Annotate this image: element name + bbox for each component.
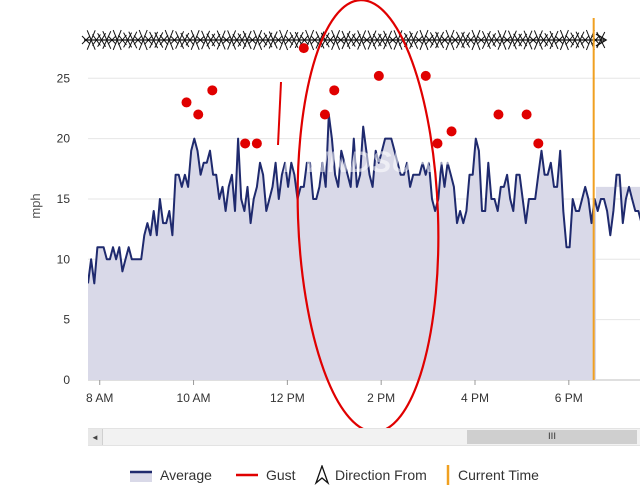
- gust-point[interactable]: [298, 43, 309, 54]
- average-area: [88, 114, 640, 380]
- direction-arrows-row: [81, 29, 608, 51]
- gust-point[interactable]: [207, 85, 218, 96]
- y-tick-label: 0: [63, 373, 70, 387]
- gust-point[interactable]: [319, 109, 330, 120]
- chart-scrollbar[interactable]: ◄ III: [88, 428, 640, 446]
- legend-label: Average: [160, 467, 212, 483]
- gust-point[interactable]: [420, 70, 431, 81]
- x-tick-label: 12 PM: [270, 391, 305, 405]
- legend-item-gust[interactable]: Gust: [236, 462, 296, 488]
- legend-item-direction[interactable]: Direction From: [314, 462, 427, 488]
- legend-gust-swatch-icon: [236, 473, 258, 477]
- gust-point[interactable]: [240, 138, 251, 149]
- chart-legend: Average Gust Direction From Current Time: [0, 462, 640, 488]
- average-area-layer: [88, 113, 640, 380]
- x-tick-label: 6 PM: [555, 391, 583, 405]
- hand-drawn-annotations: [277, 0, 440, 430]
- scroll-left-icon: ◄: [91, 432, 99, 442]
- y-axis-label: mph: [28, 193, 43, 218]
- gust-point[interactable]: [533, 138, 544, 149]
- direction-arrowhead-icon: [595, 33, 608, 47]
- gust-point[interactable]: [193, 109, 204, 120]
- watermark: iWINDSURF: [283, 146, 454, 179]
- gust-point[interactable]: [432, 138, 443, 149]
- gust-point[interactable]: [521, 109, 532, 120]
- y-tick-label: 15: [57, 192, 71, 206]
- gust-point[interactable]: [251, 138, 262, 149]
- x-tick-label: 4 PM: [461, 391, 489, 405]
- y-tick-label: 20: [57, 132, 71, 146]
- wind-chart: iWINDSURF 0 5 10 15 20 25 8 AM 10 AM 12 PM 2 PM 4…: [28, 0, 640, 430]
- legend-label: Direction From: [335, 467, 427, 483]
- legend-average-swatch-icon: [130, 470, 152, 482]
- legend-current-time-swatch-icon: [446, 465, 450, 485]
- gust-point[interactable]: [329, 85, 340, 96]
- y-tick-label: 25: [57, 71, 71, 85]
- gust-points: [181, 43, 544, 149]
- legend-label: Current Time: [458, 467, 539, 483]
- y-axis: 0 5 10 15 20 25: [57, 71, 71, 387]
- x-axis: 8 AM 10 AM 12 PM 2 PM 4 PM 6 PM: [86, 380, 583, 405]
- gust-point[interactable]: [181, 97, 192, 108]
- gust-point[interactable]: [493, 109, 504, 120]
- y-tick-label: 5: [63, 313, 70, 327]
- gust-point[interactable]: [446, 126, 457, 137]
- legend-label: Gust: [266, 467, 296, 483]
- annotation-ellipse: [296, 0, 440, 430]
- legend-item-current-time[interactable]: Current Time: [446, 462, 539, 488]
- scroll-thumb[interactable]: III: [467, 430, 637, 444]
- average-line: [88, 113, 640, 285]
- direction-arrow-icon: [314, 465, 330, 485]
- x-tick-label: 8 AM: [86, 391, 113, 405]
- annotation-stroke: [277, 81, 282, 146]
- scroll-thumb-grip-icon: III: [548, 432, 556, 442]
- legend-item-average[interactable]: Average: [130, 462, 212, 488]
- x-tick-label: 10 AM: [177, 391, 211, 405]
- gust-point[interactable]: [373, 70, 384, 81]
- x-tick-label: 2 PM: [367, 391, 395, 405]
- y-tick-label: 10: [57, 252, 71, 266]
- scroll-left-button[interactable]: ◄: [88, 429, 103, 445]
